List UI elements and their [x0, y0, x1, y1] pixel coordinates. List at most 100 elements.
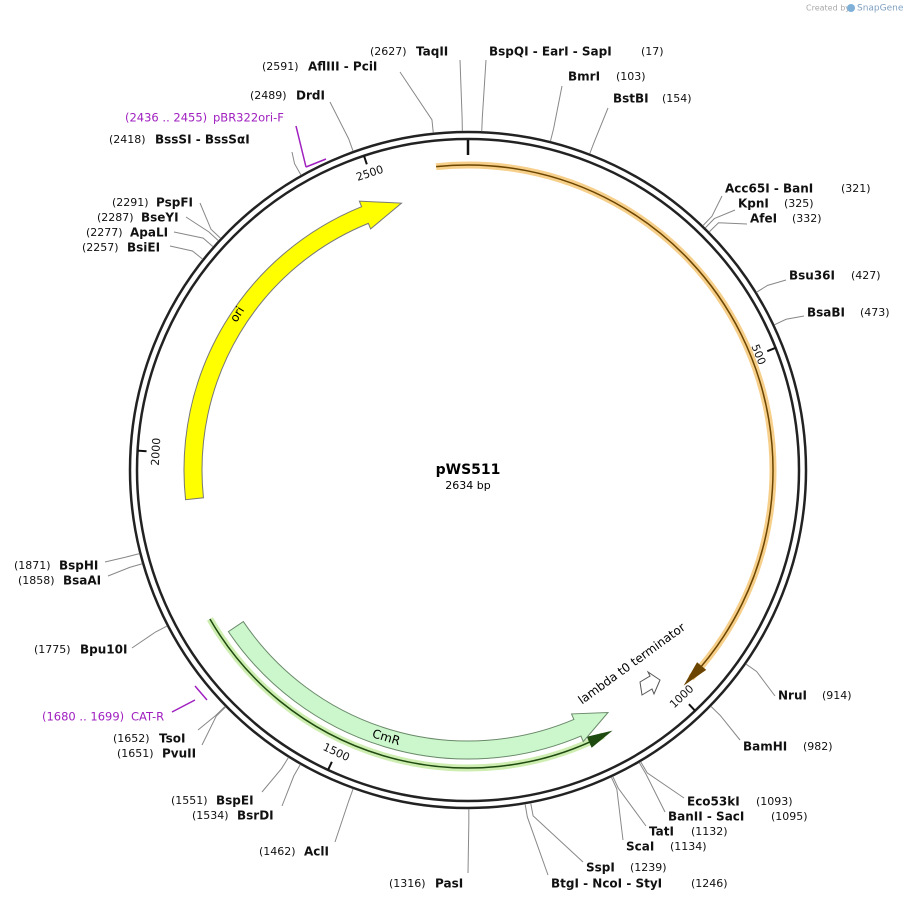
site-line — [774, 315, 805, 326]
site-name: BsrDI — [237, 809, 274, 823]
site-line — [704, 209, 736, 229]
site-name: TatI — [649, 825, 674, 839]
site-name: NruI — [778, 689, 807, 703]
site-position: (1534) — [192, 809, 229, 822]
site-name: SspI — [586, 861, 615, 875]
site-name: BsaAI — [63, 574, 101, 588]
site-position: (2277) — [86, 226, 123, 239]
site-name: ApaLI — [130, 226, 168, 240]
site-line — [710, 706, 741, 741]
site-line — [197, 706, 226, 731]
site-name: BstBI — [613, 92, 649, 106]
site-name: Bpu10I — [80, 643, 127, 657]
site-position: (982) — [803, 740, 833, 753]
orf-highlight — [435, 161, 777, 681]
site-name: BseYI — [141, 211, 179, 225]
site-position: (1095) — [771, 810, 808, 823]
site-name: PasI — [435, 877, 463, 891]
ruler-tick — [137, 449, 147, 453]
site-line — [708, 222, 748, 233]
site-position: (1858) — [18, 574, 55, 587]
site-name: BamHI — [743, 740, 787, 754]
site-line — [610, 776, 624, 841]
site-position: (1246) — [691, 877, 728, 890]
site-name: BssSI - BssSαI — [155, 133, 250, 147]
site-line — [185, 216, 219, 242]
site-position: (914) — [822, 689, 852, 702]
ruler-tick — [363, 155, 368, 165]
site-position: (427) — [851, 269, 881, 282]
site-line — [399, 71, 434, 133]
site-line — [702, 195, 723, 226]
site-name: DrdI — [296, 89, 325, 103]
site-line — [640, 761, 685, 799]
site-line — [638, 762, 666, 813]
site-line — [291, 151, 302, 176]
ruler-tick — [766, 346, 776, 353]
site-line — [107, 563, 143, 577]
site-line — [549, 85, 563, 142]
site-name: BanII - SacI — [668, 810, 744, 824]
site-line — [745, 663, 776, 697]
site-position: (1134) — [670, 840, 707, 853]
primer-name: pBR322ori-F — [213, 111, 284, 125]
site-name: AflIII - PciI — [308, 60, 377, 74]
site-line — [201, 706, 226, 746]
primer-name: CAT-R — [131, 710, 164, 724]
site-position: (2627) — [370, 45, 407, 58]
site-line — [199, 202, 221, 239]
site-position: (325) — [784, 197, 814, 210]
site-position: (2287) — [97, 211, 134, 224]
site-name: ScaI — [626, 840, 654, 854]
site-line — [173, 231, 214, 248]
site-line — [169, 245, 203, 260]
site-position: (2489) — [250, 89, 287, 102]
cds-line — [209, 618, 604, 769]
site-line — [261, 757, 289, 793]
site-line — [467, 808, 470, 874]
site-position: (2418) — [109, 133, 146, 146]
ruler-tick — [327, 761, 333, 771]
site-position: (1652) — [113, 732, 150, 745]
site-position: (332) — [792, 212, 822, 225]
site-line — [524, 804, 549, 876]
primer-range: (2436 .. 2455) — [125, 111, 207, 125]
primer-range: (1680 .. 1699) — [42, 710, 124, 724]
site-position: (1239) — [630, 861, 667, 874]
site-name: AfeI — [750, 212, 777, 226]
site-name: BspEI — [216, 794, 254, 808]
site-position: (1132) — [691, 825, 728, 838]
site-position: (17) — [641, 45, 664, 58]
site-name: PvuII — [162, 747, 196, 761]
site-position: (2291) — [112, 196, 149, 209]
site-name: BspQI - EarI - SapI — [489, 45, 612, 59]
site-name: BtgI - NcoI - StyI — [551, 877, 662, 891]
site-name: Acc65I - BanI — [725, 182, 813, 196]
site-name: BsaBI — [807, 306, 845, 320]
site-line — [334, 788, 354, 843]
site-position: (321) — [841, 182, 871, 195]
primer-mark — [295, 125, 327, 168]
site-name: KpnI — [738, 197, 769, 211]
site-position: (1462) — [259, 845, 296, 858]
feature-label: lambda t0 terminator — [576, 620, 688, 707]
site-name: TaqII — [416, 45, 448, 59]
site-line — [329, 101, 354, 152]
site-line — [589, 107, 609, 154]
primer-mark — [171, 685, 208, 713]
site-name: TsoI — [159, 732, 185, 746]
site-name: AclI — [304, 845, 329, 859]
site-line — [530, 803, 584, 863]
watermark-logo — [847, 4, 855, 12]
feature-ori — [183, 200, 403, 501]
cds-arrow — [586, 730, 613, 748]
site-line — [612, 776, 647, 827]
orf-arrow — [683, 662, 707, 686]
site-position: (1551) — [171, 794, 208, 807]
site-name: BmrI — [568, 70, 600, 84]
ruler-tick — [688, 703, 696, 712]
site-position: (473) — [860, 306, 890, 319]
site-position: (1316) — [389, 877, 426, 890]
watermark-prefix: Created by — [806, 4, 850, 13]
site-position: (1093) — [756, 795, 793, 808]
